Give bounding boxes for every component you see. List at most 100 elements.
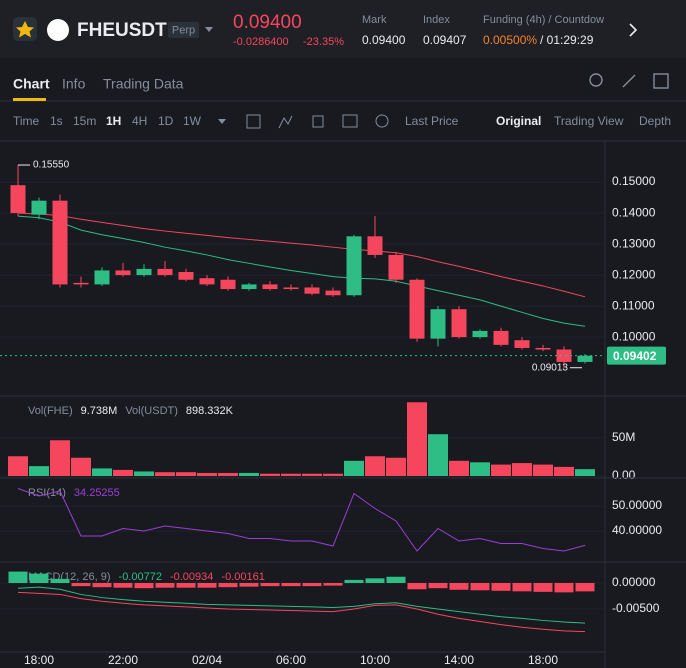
tab-info[interactable]: Info — [62, 76, 86, 92]
volume-bar — [29, 466, 49, 476]
y-tick-label: 50M — [612, 430, 635, 444]
layout-icon[interactable] — [653, 73, 669, 89]
tool-icon[interactable] — [342, 114, 358, 128]
y-tick-label: 0.00 — [612, 468, 636, 482]
macd-histogram — [71, 583, 91, 587]
x-tick-label: 22:00 — [108, 653, 138, 667]
y-tick-label: 0.11000 — [612, 298, 655, 312]
tab-chart[interactable]: Chart — [13, 76, 50, 92]
volume-bar — [491, 464, 511, 476]
candle-body — [73, 282, 89, 285]
x-tick-label: 14:00 — [444, 653, 474, 667]
header-bar — [0, 0, 686, 58]
interval[interactable]: 1s — [50, 114, 63, 128]
funding-rate: 0.00500% — [483, 33, 537, 47]
candle-body — [409, 279, 425, 339]
macd-histogram — [50, 578, 70, 584]
x-tick-label: 18:00 — [528, 653, 558, 667]
indicator-legend: RSI(14) — [28, 487, 66, 499]
macd-histogram — [281, 583, 301, 587]
indicator-legend: MACD(12, 26, 9) — [28, 571, 111, 583]
tool-icon[interactable] — [246, 114, 261, 129]
view-depth[interactable]: Depth — [639, 114, 671, 128]
candle-body — [157, 268, 173, 276]
volume-bar — [470, 462, 490, 476]
macd-histogram — [155, 583, 175, 588]
expand-icon[interactable] — [622, 74, 636, 88]
indicator-legend: 898.332K — [186, 405, 234, 417]
interval[interactable]: 1D — [158, 114, 174, 128]
price-mode[interactable]: Last Price — [405, 114, 459, 128]
volume-bar — [155, 472, 175, 476]
dif-line — [17, 586, 586, 624]
next-arrow[interactable] — [629, 23, 638, 37]
macd-histogram — [470, 583, 490, 591]
candle-body — [220, 279, 236, 290]
interval-active[interactable]: 1H — [106, 114, 121, 128]
interval[interactable]: 15m — [73, 114, 96, 128]
macd-histogram — [428, 583, 448, 589]
volume-bar — [260, 473, 280, 476]
candle-body — [535, 347, 551, 350]
volume-bar — [365, 456, 385, 476]
view-tradingview[interactable]: Trading View — [554, 114, 624, 128]
view-original[interactable]: Original — [496, 114, 541, 128]
candle-body — [325, 290, 341, 296]
indicator-legend: Vol(FHE) — [28, 405, 73, 417]
volume-bar — [575, 469, 595, 476]
tab-trading-data[interactable]: Trading Data — [103, 76, 184, 92]
x-tick-label: 06:00 — [276, 653, 306, 667]
volume-bar — [113, 469, 133, 476]
moving-average — [17, 212, 586, 298]
tool-icon[interactable] — [278, 115, 293, 129]
symbol[interactable]: FHEUSDT — [77, 20, 167, 41]
dropdown-arrow[interactable] — [205, 27, 213, 32]
y-tick-label: 40.00000 — [612, 523, 662, 537]
macd-histogram — [449, 583, 469, 590]
volume-bar — [281, 473, 301, 476]
candle-body — [577, 355, 593, 362]
macd-histogram — [176, 583, 196, 588]
candle-body — [493, 330, 509, 345]
candle-body — [388, 254, 404, 280]
perp-badge: Perp — [172, 24, 195, 36]
index-price: 0.09407 — [423, 33, 467, 47]
funding-label: Funding (4h) / Countdow — [483, 14, 604, 26]
tool-icon[interactable] — [375, 114, 389, 128]
volume-bar — [533, 464, 553, 476]
volume-bar — [176, 472, 196, 476]
alert-icon[interactable] — [589, 73, 603, 87]
candle-body — [304, 287, 320, 294]
volume-bar — [197, 472, 217, 476]
x-tick-label: 10:00 — [360, 653, 390, 667]
candle-body — [199, 278, 215, 285]
candle-body — [136, 268, 152, 276]
interval[interactable]: Time — [13, 114, 40, 128]
macd-histogram — [554, 583, 574, 593]
y-tick-label: 0.15000 — [612, 174, 656, 188]
macd-histogram — [533, 583, 553, 592]
volume-bar — [344, 460, 364, 476]
mark-price: 0.09400 — [362, 33, 406, 47]
y-tick-label: 50.00000 — [612, 498, 662, 512]
macd-histogram — [197, 583, 217, 588]
indicator-legend: 34.25255 — [74, 487, 120, 499]
macd-histogram — [260, 583, 280, 587]
y-tick-label: 0.14000 — [612, 205, 656, 219]
low-label: 0.09013 — [532, 362, 569, 373]
interval[interactable]: 1W — [183, 114, 202, 128]
volume-bar — [302, 473, 322, 476]
interval-dropdown[interactable] — [218, 119, 226, 124]
macd-histogram — [575, 583, 595, 592]
candle-body — [52, 200, 68, 285]
interval[interactable]: 4H — [132, 114, 147, 128]
candle-body — [31, 200, 47, 215]
macd-histogram — [113, 583, 133, 588]
macd-histogram — [8, 571, 28, 584]
candle-body — [10, 185, 26, 214]
candle-body — [472, 330, 488, 338]
tool-icon[interactable] — [312, 115, 324, 128]
macd-histogram — [134, 583, 154, 589]
volume-bar — [239, 472, 259, 476]
